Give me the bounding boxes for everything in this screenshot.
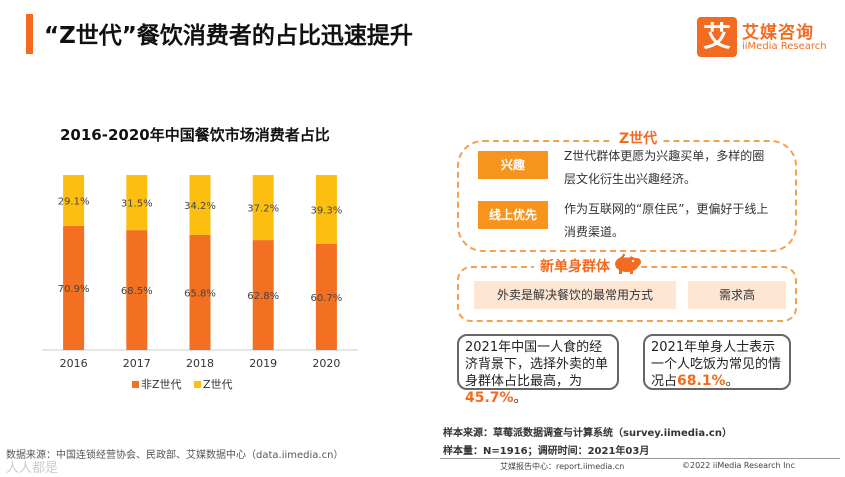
- legend-label-z: Z世代: [203, 378, 233, 391]
- online-first-description: 作为互联网的“原住民”，更偏好于线上消费渠道。: [564, 202, 769, 239]
- single-group-label: 新单身群体: [534, 256, 616, 276]
- chart-title: 2016-2020年中国餐饮市场消费者占比: [60, 126, 330, 144]
- stat-card-end: 。: [513, 391, 527, 406]
- logo-name-cn: 艾媒咨询: [742, 23, 814, 43]
- z-label-2020: 39.3%: [311, 205, 343, 216]
- x-tick-2016: 2016: [60, 357, 88, 370]
- non-z-bar-2017: [126, 230, 148, 350]
- stat-card-text: 2021年单身人士表示一个人吃饭为常见的情况占: [651, 340, 782, 389]
- brand-logo: 艾 艾媒咨询 iiMedia Research: [697, 17, 837, 57]
- stat-card-end: 。: [725, 374, 739, 389]
- page-title: “Z世代”餐饮消费者的占比迅速提升: [44, 23, 413, 49]
- legend-label-non-z: 非Z世代: [141, 378, 182, 391]
- sample-source-note: 样本来源：草莓派数据调查与计算系统（survey.iimedia.cn）: [443, 428, 732, 439]
- stat-card-eating-alone: 2021年单身人士表示一个人吃饭为常见的情况占68.1%。: [643, 334, 791, 390]
- legend-swatch-non-z: [132, 381, 139, 388]
- z-bar-2017: [126, 175, 148, 231]
- x-tick-2020: 2020: [312, 357, 340, 370]
- stat-value: 45.7%: [465, 390, 514, 406]
- footer-copyright: ©2022 iiMedia Research Inc: [682, 461, 795, 470]
- z-bar-2019: [252, 175, 274, 241]
- z-generation-label: Z世代: [613, 128, 664, 148]
- sample-size-note: 样本量：N=1916；调研时间：2021年03月: [443, 446, 650, 457]
- legend-swatch-z: [194, 381, 201, 388]
- z-bar-2016: [63, 175, 85, 226]
- x-tick-2019: 2019: [249, 357, 277, 370]
- logo-mark: 艾: [697, 17, 737, 57]
- stat-card-text: 2021年中国一人食的经济背景下，选择外卖的单身群体占比最高，为: [465, 340, 609, 389]
- z-label-2018: 34.2%: [184, 201, 216, 212]
- footer-divider: [440, 458, 840, 459]
- non-z-label-2018: 65.8%: [184, 288, 216, 299]
- non-z-label-2019: 62.8%: [247, 291, 279, 302]
- interest-description: Z世代群体更愿为兴趣买单，多样的圈层文化衍生出兴趣经济。: [564, 149, 765, 186]
- z-label-2016: 29.1%: [58, 196, 90, 207]
- non-z-label-2020: 60.7%: [311, 293, 343, 304]
- z-label-2019: 37.2%: [247, 204, 279, 215]
- footer-report-center: 艾媒报告中心：report.iimedia.cn: [500, 462, 625, 471]
- non-z-bar-2018: [189, 234, 211, 350]
- stat-card-takeout: 2021年中国一人食的经济背景下，选择外卖的单身群体占比最高，为45.7%。: [457, 334, 619, 406]
- non-z-label-2016: 70.9%: [58, 284, 90, 295]
- high-demand-pill: 需求高: [688, 281, 786, 309]
- stat-value: 68.1%: [677, 373, 726, 389]
- z-bar-2018: [189, 175, 211, 235]
- takeout-pill: 外卖是解决餐饮的最常用方式: [474, 281, 676, 309]
- online-first-tag: 线上优先: [478, 201, 548, 229]
- logo-name-en: iiMedia Research: [742, 41, 827, 52]
- data-source-note: 数据来源：中国连锁经营协会、民政部、艾媒数据中心（data.iimedia.cn…: [6, 450, 344, 461]
- interest-tag: 兴趣: [478, 151, 548, 179]
- x-tick-2018: 2018: [186, 357, 214, 370]
- stacked-bar-chart: 70.9% 29.1% 2016 68.5% 31.5% 2017 65.8% 34.2% 20…: [42, 175, 358, 391]
- non-z-bar-2020: [315, 243, 337, 350]
- title-accent-bar: [26, 14, 33, 54]
- non-z-bar-2016: [63, 225, 85, 350]
- non-z-bar-2019: [252, 240, 274, 350]
- watermark: 人人都是: [6, 461, 59, 476]
- x-tick-2017: 2017: [123, 357, 151, 370]
- piggy-bank-icon: [615, 253, 641, 274]
- z-bar-2020: [315, 175, 337, 244]
- z-label-2017: 31.5%: [121, 199, 153, 210]
- non-z-label-2017: 68.5%: [121, 286, 153, 297]
